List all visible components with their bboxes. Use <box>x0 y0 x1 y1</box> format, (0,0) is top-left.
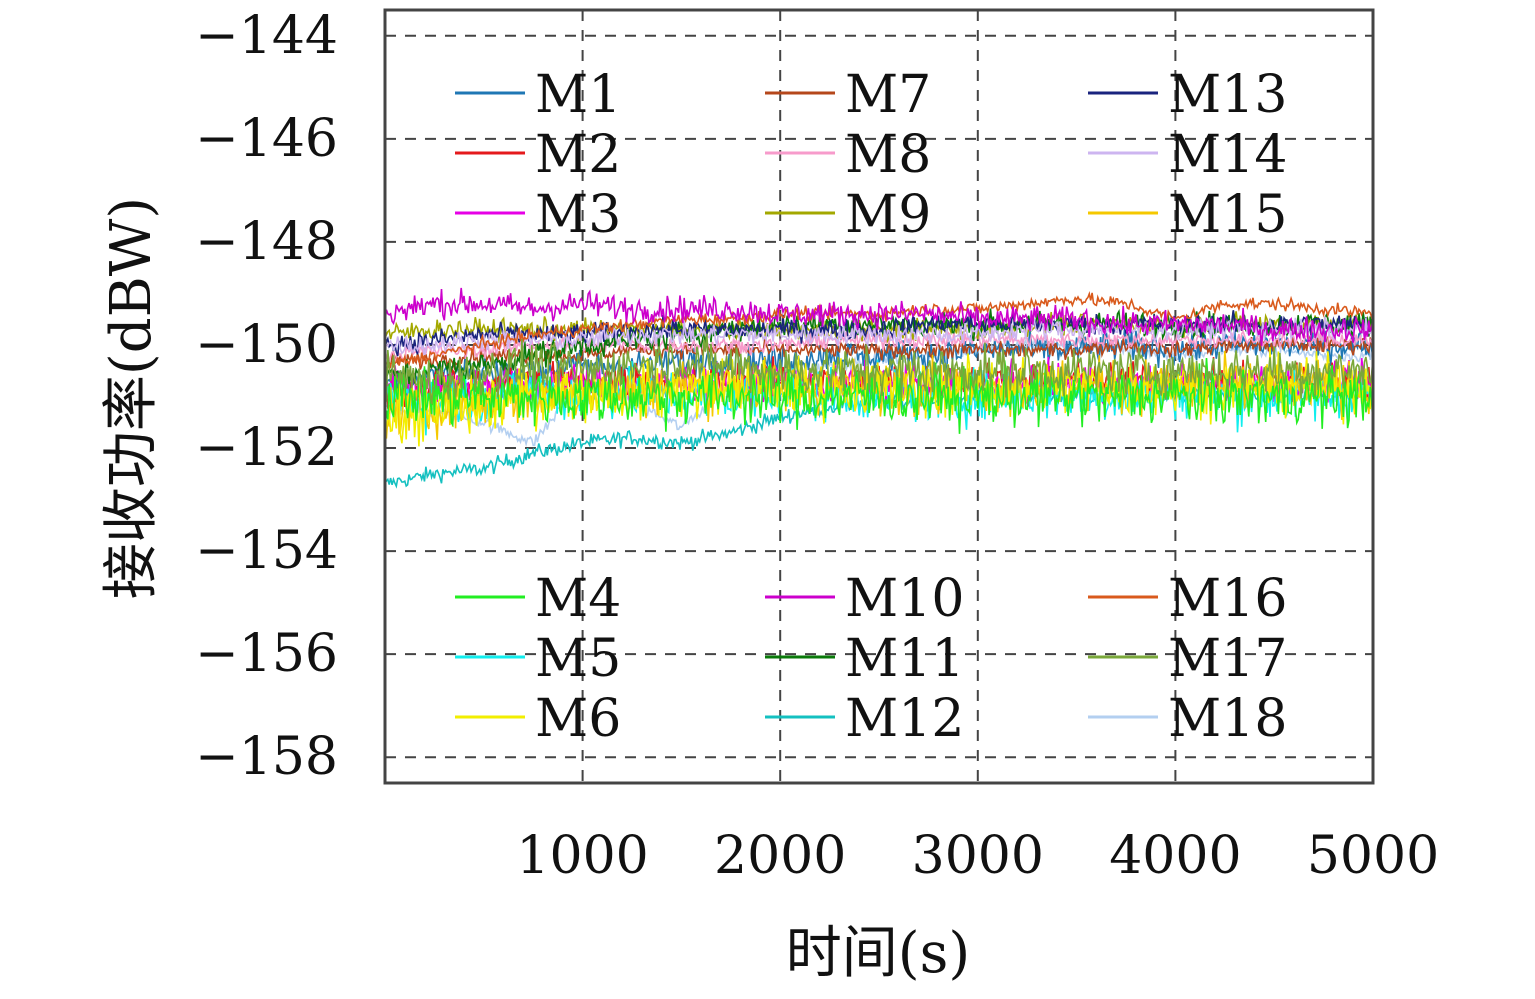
series-line-m1 <box>384 322 1374 401</box>
y-tick-label: −146 <box>195 109 338 169</box>
legend-label-m7: M7 <box>845 65 931 125</box>
series-line-m14 <box>384 316 1374 357</box>
legend-label-m17: M17 <box>1168 629 1287 689</box>
x-tick-label: 2000 <box>714 826 846 886</box>
y-tick-label: −158 <box>195 727 338 787</box>
legend-label-m6: M6 <box>535 689 621 749</box>
legend-label-m16: M16 <box>1168 569 1287 629</box>
y-tick-label: −156 <box>195 624 338 684</box>
y-tick-label: −154 <box>195 521 338 581</box>
legend-label-m15: M15 <box>1168 185 1287 245</box>
legend-label-m11: M11 <box>845 629 964 689</box>
x-tick-label: 3000 <box>912 826 1044 886</box>
legend-label-m2: M2 <box>535 125 621 185</box>
legend-label-m3: M3 <box>535 185 621 245</box>
legend-label-m13: M13 <box>1168 65 1287 125</box>
x-tick-label: 5000 <box>1307 826 1439 886</box>
axes <box>383 8 1375 785</box>
x-tick-label: 4000 <box>1109 826 1241 886</box>
series-line-m17 <box>384 333 1374 404</box>
y-tick-label: −152 <box>195 418 338 478</box>
y-tick-label: −148 <box>195 212 338 272</box>
legend-label-m18: M18 <box>1168 689 1287 749</box>
x-tick-label: 1000 <box>516 826 648 886</box>
legend-label-m12: M12 <box>845 689 964 749</box>
series-line-m10 <box>384 287 1374 346</box>
legend: M1 M7 M13 M2 M8 M14 M3 M9 M15 M4 M10 M16 M5 M11 M17 M6 M… <box>455 65 1287 749</box>
y-tick-labels: −144 −146 −148 −150 −152 −154 −156 −158 <box>195 6 338 787</box>
plot-frame <box>383 8 1375 785</box>
y-tick-label: −144 <box>195 6 338 66</box>
legend-label-m4: M4 <box>535 569 621 629</box>
legend-label-m14: M14 <box>1168 125 1287 185</box>
legend-label-m10: M10 <box>845 569 964 629</box>
series-lines <box>384 287 1374 489</box>
legend-label-m5: M5 <box>535 629 621 689</box>
y-tick-label: −150 <box>195 315 338 375</box>
legend-label-m8: M8 <box>845 125 931 185</box>
x-axis-label: 时间(s) <box>786 921 970 986</box>
legend-label-m1: M1 <box>535 65 621 125</box>
legend-label-m9: M9 <box>845 185 931 245</box>
x-tick-labels: 1000 2000 3000 4000 5000 <box>516 826 1439 886</box>
y-axis-label: 接收功率(dBW) <box>99 197 164 599</box>
